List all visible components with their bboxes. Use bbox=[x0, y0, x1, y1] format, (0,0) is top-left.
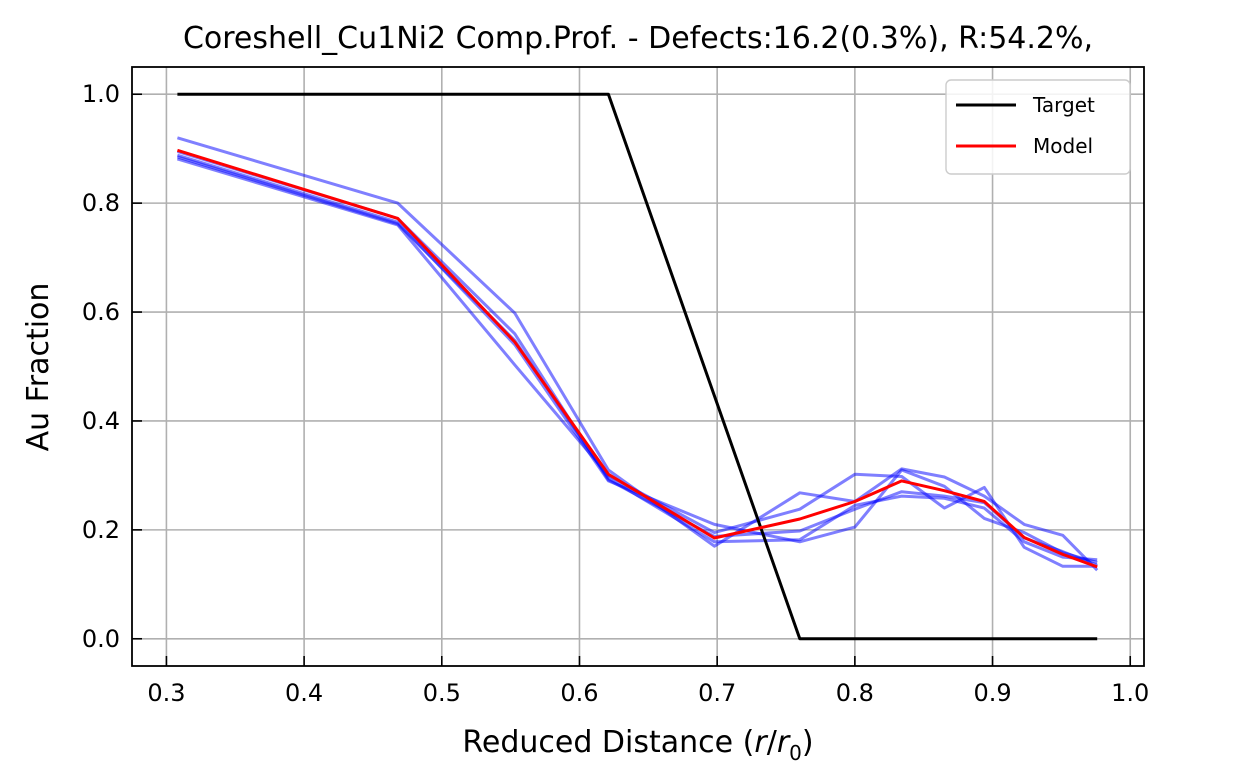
y-tick-label: 0.6 bbox=[82, 298, 120, 326]
x-axis-label-subscript: 0 bbox=[789, 741, 802, 765]
x-axis-label-main: Reduced Distance ( bbox=[462, 725, 754, 760]
y-tick-label: 0.2 bbox=[82, 516, 120, 544]
legend-label-model: Model bbox=[1033, 134, 1093, 158]
x-axis-label: Reduced Distance (r/r0) bbox=[462, 725, 813, 765]
x-axis-label-r0: r bbox=[777, 725, 791, 760]
x-tick-label: 0.9 bbox=[973, 679, 1011, 707]
series-line-model bbox=[176, 148, 1098, 569]
sample-line-3 bbox=[176, 153, 1098, 564]
sample-line-2 bbox=[176, 157, 1098, 568]
x-tick-label: 0.4 bbox=[285, 679, 323, 707]
x-axis-label-close: ) bbox=[802, 725, 814, 760]
y-tick-label: 1.0 bbox=[82, 80, 120, 108]
y-axis-label: Au Fraction bbox=[21, 283, 56, 452]
x-axis-label-slash: / bbox=[767, 725, 778, 760]
x-tick-label: 0.3 bbox=[147, 679, 185, 707]
plot-frame bbox=[131, 66, 1145, 667]
series-line-target bbox=[177, 92, 1098, 641]
x-tick-label: 0.8 bbox=[836, 679, 874, 707]
axis-ticks bbox=[132, 93, 1132, 666]
y-tick-label: 0.8 bbox=[82, 189, 120, 217]
x-tick-label: 0.7 bbox=[698, 679, 736, 707]
x-tick-label: 0.5 bbox=[423, 679, 461, 707]
legend-label-target: Target bbox=[1032, 93, 1095, 117]
y-tick-label: 0.4 bbox=[82, 407, 120, 435]
x-tick-label: 0.6 bbox=[560, 679, 598, 707]
legend: Target Model bbox=[945, 79, 1131, 175]
main-series-lines bbox=[176, 92, 1098, 641]
chart-title: Coreshell_Cu1Ni2 Comp.Prof. - Defects:16… bbox=[183, 21, 1093, 56]
x-axis-label-r: r bbox=[754, 725, 768, 760]
y-tick-label: 0.0 bbox=[82, 625, 120, 653]
x-tick-label: 1.0 bbox=[1111, 679, 1149, 707]
